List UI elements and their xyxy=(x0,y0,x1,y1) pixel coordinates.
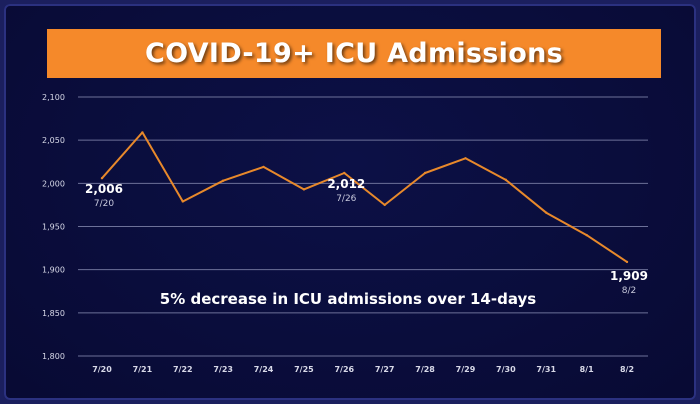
y-tick-label: 2,100 xyxy=(42,93,65,102)
data-label-value: 1,909 xyxy=(610,269,648,283)
data-label-date: 7/20 xyxy=(94,199,114,209)
series-line xyxy=(101,131,628,263)
y-tick-label: 1,900 xyxy=(42,266,65,275)
y-tick-label: 1,950 xyxy=(42,223,65,232)
x-tick-label: 8/1 xyxy=(580,365,594,374)
y-tick-label: 1,850 xyxy=(42,309,65,318)
x-tick-label: 7/29 xyxy=(456,365,476,374)
x-tick-label: 8/2 xyxy=(620,365,634,374)
title-banner: COVID-19+ ICU Admissions xyxy=(47,29,661,78)
data-point xyxy=(100,176,104,180)
x-tick-label: 7/26 xyxy=(334,365,354,374)
y-tick-label: 2,000 xyxy=(42,179,65,188)
data-point xyxy=(343,171,346,175)
x-axis: 7/20 7/21 7/22 7/23 7/24 7/25 7/26 7/27 7/28 7/29… xyxy=(92,365,634,374)
data-point xyxy=(383,203,386,207)
y-axis: 1,800 1,850 1,900 1,950 2,000 2,050 2,100 xyxy=(42,93,65,361)
data-point xyxy=(181,200,184,203)
data-point xyxy=(262,165,265,169)
x-tick-label: 7/20 xyxy=(92,365,112,374)
data-label-value: 2,006 xyxy=(85,182,123,196)
data-labels: 2,006 7/20 2,012 7/26 1,909 8/2 xyxy=(85,177,648,296)
data-label-date: 8/2 xyxy=(622,286,636,296)
data-point xyxy=(464,157,467,160)
gridlines xyxy=(78,96,648,357)
chart-title: COVID-19+ ICU Admissions xyxy=(145,38,563,69)
x-tick-label: 7/31 xyxy=(536,365,556,374)
data-point xyxy=(545,211,548,214)
data-point xyxy=(625,260,629,264)
x-tick-label: 7/25 xyxy=(294,365,314,374)
x-tick-label: 7/22 xyxy=(173,365,193,374)
x-tick-label: 7/30 xyxy=(496,365,516,374)
data-point xyxy=(141,131,144,134)
x-tick-label: 7/23 xyxy=(213,365,233,374)
annotation-text: 5% decrease in ICU admissions over 14-da… xyxy=(160,290,536,308)
y-tick-label: 1,800 xyxy=(42,352,65,361)
data-points xyxy=(100,131,629,264)
data-point xyxy=(585,233,588,237)
data-label-value: 2,012 xyxy=(327,177,365,191)
x-tick-label: 7/21 xyxy=(133,365,153,374)
data-label-date: 7/26 xyxy=(336,194,356,204)
y-tick-label: 2,050 xyxy=(42,136,65,145)
x-tick-label: 7/24 xyxy=(254,365,274,374)
data-point xyxy=(504,178,508,182)
data-point xyxy=(302,188,306,191)
x-tick-label: 7/28 xyxy=(415,365,435,374)
x-tick-label: 7/27 xyxy=(375,365,395,374)
data-point xyxy=(221,179,225,182)
data-point xyxy=(423,171,427,175)
